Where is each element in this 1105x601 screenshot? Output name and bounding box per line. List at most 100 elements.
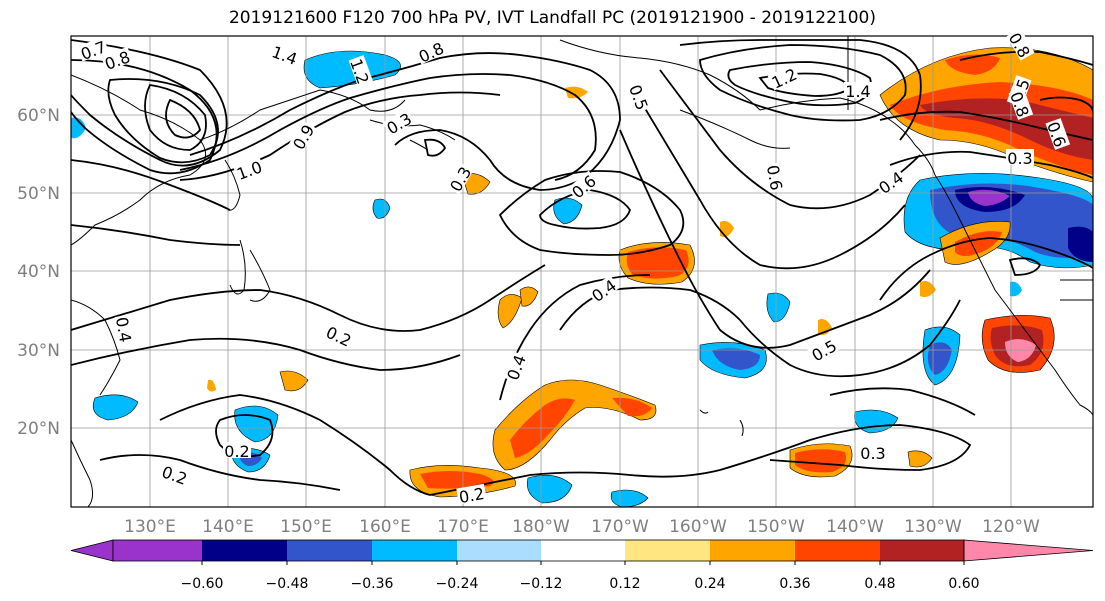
longitude-label: 160°W — [669, 517, 727, 537]
latitude-labels: 60°N 50°N 40°N 30°N 20°N — [17, 106, 60, 439]
latitude-label: 50°N — [17, 184, 60, 204]
colorbar-segment — [541, 540, 625, 561]
longitude-label: 180°W — [512, 517, 570, 537]
contour-label-bg — [288, 120, 317, 153]
latitude-label: 30°N — [17, 341, 60, 361]
contour-label-bg — [445, 162, 474, 195]
colorbar-segment — [710, 540, 795, 561]
longitude-label: 140°E — [202, 517, 254, 537]
shade-pos-16 — [795, 449, 847, 473]
shade-neg-17 — [766, 292, 791, 323]
contour-label-bg — [627, 81, 653, 113]
shade-neg-20 — [1010, 281, 1022, 297]
contour-label-bg — [567, 170, 599, 201]
longitude-label: 130°E — [124, 517, 176, 537]
shade-pos-14 — [612, 397, 652, 417]
contour-label-bg — [1006, 28, 1035, 61]
colorbar-tick-label: 0.12 — [609, 576, 640, 592]
contour-label: 0.4 — [112, 316, 135, 344]
contour-label-bg — [269, 41, 301, 67]
map-content — [71, 36, 1093, 507]
colorbar-segment — [795, 540, 880, 561]
contour-label-bg — [502, 351, 528, 383]
shade-pos-23 — [907, 450, 933, 468]
colorbar-tick-label: 0.60 — [948, 576, 979, 592]
shade-neg-14 — [527, 474, 573, 504]
shade-pos-7 — [1005, 339, 1036, 362]
longitude-labels: 130°E 140°E 150°E 160°E 170°E 180°W 170°W 160°W… — [124, 517, 1040, 537]
shade-pos-9 — [626, 247, 689, 279]
contour-label-bg — [323, 322, 356, 349]
colorbar-segment — [287, 540, 372, 561]
colorbar-tick-label: −0.24 — [436, 576, 479, 592]
colorbar-tick-label: 0.48 — [864, 576, 895, 592]
colorbar-border — [112, 539, 965, 562]
shade-neg-5 — [968, 189, 1010, 206]
contour-label-bg — [1006, 149, 1034, 165]
shade-pos-22 — [279, 370, 309, 392]
longitude-label: 160°E — [359, 517, 411, 537]
contour-label-bg — [587, 274, 620, 305]
contour-label-bg — [101, 46, 133, 72]
map-title: 2019121600 F120 700 hPa PV, IVT Landfall… — [228, 8, 876, 28]
contour-label-bg — [223, 442, 251, 458]
shade-pos-3 — [920, 98, 1093, 160]
longitude-label: 150°E — [280, 517, 332, 537]
shade-neg-9 — [927, 342, 952, 375]
colorbar-tick-label: 0.36 — [779, 576, 810, 592]
shade-neg-13 — [92, 394, 139, 421]
shade-neg-7 — [712, 348, 760, 370]
latitude-label: 40°N — [17, 262, 60, 282]
shade-pos-19 — [461, 173, 491, 195]
latitude-label: 20°N — [17, 419, 60, 439]
contour-label-bg — [414, 38, 447, 65]
colorbar-segment — [113, 540, 202, 561]
shade-pos-25 — [565, 86, 588, 99]
colorbar-extend-high — [963, 539, 1094, 562]
contour-label: 0.3 — [860, 444, 885, 463]
shade-neg-16 — [553, 197, 583, 225]
shade-pos-11 — [420, 471, 494, 489]
longitude-label: 140°W — [826, 517, 884, 537]
longitude-label: 130°W — [904, 517, 962, 537]
contour-label: 0.3 — [1007, 149, 1032, 168]
contour-label: 0.2 — [224, 442, 249, 461]
colorbar-tick-label: −0.36 — [351, 576, 394, 592]
contour-label-bg — [807, 335, 840, 364]
contour-label-bg — [767, 64, 800, 91]
longitude-label: 170°E — [437, 517, 489, 537]
colorbar-tick-label: −0.12 — [520, 576, 563, 592]
shade-pos-21 — [519, 286, 539, 307]
contour-label-bg — [114, 314, 136, 345]
colorbar-segment — [202, 540, 287, 561]
colorbar-segment — [625, 540, 710, 561]
contour-label-bg — [348, 55, 374, 87]
contour-label-bg — [874, 166, 907, 197]
contour-label-bg — [456, 483, 487, 505]
contour-label: 1.4 — [845, 82, 870, 101]
colorbar-tick-label: −0.60 — [181, 576, 224, 592]
map-frame — [70, 35, 1094, 508]
contour-label-bg — [1045, 118, 1071, 150]
contour-label-bg — [382, 108, 415, 137]
contour-label-bg — [1008, 88, 1034, 120]
colorbar-segment — [457, 540, 541, 561]
shade-pos-28 — [207, 379, 216, 392]
colorbar-tick-label: 0.24 — [694, 576, 725, 592]
contour-label-bg — [859, 444, 887, 460]
contour-label-bg — [765, 162, 787, 193]
colorbar-extend-low — [70, 539, 114, 562]
latitude-label: 60°N — [17, 106, 60, 126]
shade-neg-22 — [1068, 226, 1093, 262]
colorbar-segment — [372, 540, 457, 561]
colorbar-segment — [880, 540, 964, 561]
longitude-label: 170°W — [591, 517, 649, 537]
colorbar-tick-label: −0.48 — [266, 576, 309, 592]
colorbar: −0.60 −0.48 −0.36 −0.24 −0.12 0.12 0.24 0.36 0.4… — [70, 539, 1094, 592]
longitude-label: 120°W — [982, 517, 1040, 537]
contour-label-bg — [233, 156, 265, 182]
contour-label-bg — [844, 82, 872, 98]
contour-label-bg — [159, 461, 191, 487]
shade-neg-21 — [71, 117, 86, 139]
